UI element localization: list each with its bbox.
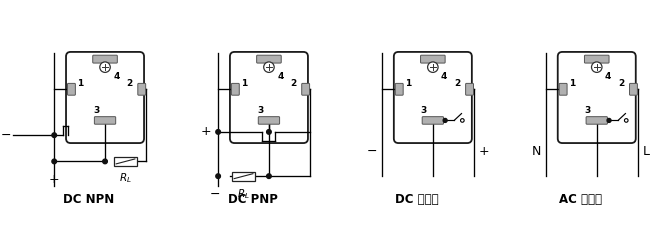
Circle shape [52,159,56,164]
Text: 1: 1 [405,79,411,88]
Text: −: − [367,145,377,158]
FancyBboxPatch shape [302,83,310,95]
Text: DC NPN: DC NPN [63,193,114,206]
FancyBboxPatch shape [586,117,607,124]
FancyBboxPatch shape [68,83,76,95]
Circle shape [460,119,464,122]
FancyBboxPatch shape [559,83,567,95]
Text: 3: 3 [585,106,591,115]
Circle shape [52,133,56,137]
Text: 1: 1 [77,79,84,88]
Text: +: + [201,125,211,138]
FancyBboxPatch shape [558,52,636,143]
Text: −: − [1,129,11,142]
Circle shape [103,159,107,164]
Circle shape [607,119,611,123]
Circle shape [267,174,271,179]
Circle shape [443,119,447,123]
FancyBboxPatch shape [66,52,144,143]
Text: $R_L$: $R_L$ [237,188,250,201]
Text: DC PNP: DC PNP [227,193,278,206]
Text: −: − [209,188,220,201]
Text: 4: 4 [277,72,284,81]
FancyBboxPatch shape [421,55,445,63]
FancyBboxPatch shape [258,117,280,124]
FancyBboxPatch shape [466,83,474,95]
FancyBboxPatch shape [257,55,281,63]
Text: 1: 1 [569,79,575,88]
Text: 2: 2 [618,79,625,88]
Text: 3: 3 [421,106,427,115]
Circle shape [591,62,602,72]
Text: 4: 4 [605,72,611,81]
Circle shape [267,130,271,134]
FancyBboxPatch shape [585,55,609,63]
Text: 1: 1 [241,79,248,88]
Text: DC 继电器: DC 继电器 [395,193,438,206]
Text: +: + [49,173,60,186]
Bar [114,157,137,166]
Circle shape [216,174,220,179]
FancyBboxPatch shape [230,52,308,143]
FancyBboxPatch shape [138,83,146,95]
Text: 3: 3 [257,106,263,115]
Text: 3: 3 [93,106,99,115]
Circle shape [264,62,274,72]
Text: 2: 2 [126,79,133,88]
Text: 4: 4 [113,72,120,81]
Text: 2: 2 [290,79,297,88]
FancyBboxPatch shape [394,52,472,143]
Bar [232,172,255,181]
Text: +: + [479,145,489,158]
Text: AC 继电器: AC 继电器 [559,193,602,206]
Text: N: N [532,145,541,158]
Text: L: L [643,145,650,158]
FancyBboxPatch shape [231,83,240,95]
FancyBboxPatch shape [94,117,116,124]
Text: 2: 2 [454,79,461,88]
Circle shape [427,62,438,72]
Circle shape [100,62,110,72]
FancyBboxPatch shape [422,117,444,124]
FancyBboxPatch shape [93,55,117,63]
Circle shape [216,130,220,134]
FancyBboxPatch shape [630,83,638,95]
Text: 4: 4 [441,72,448,81]
Circle shape [624,119,628,122]
Text: $R_L$: $R_L$ [119,171,132,185]
FancyBboxPatch shape [395,83,403,95]
